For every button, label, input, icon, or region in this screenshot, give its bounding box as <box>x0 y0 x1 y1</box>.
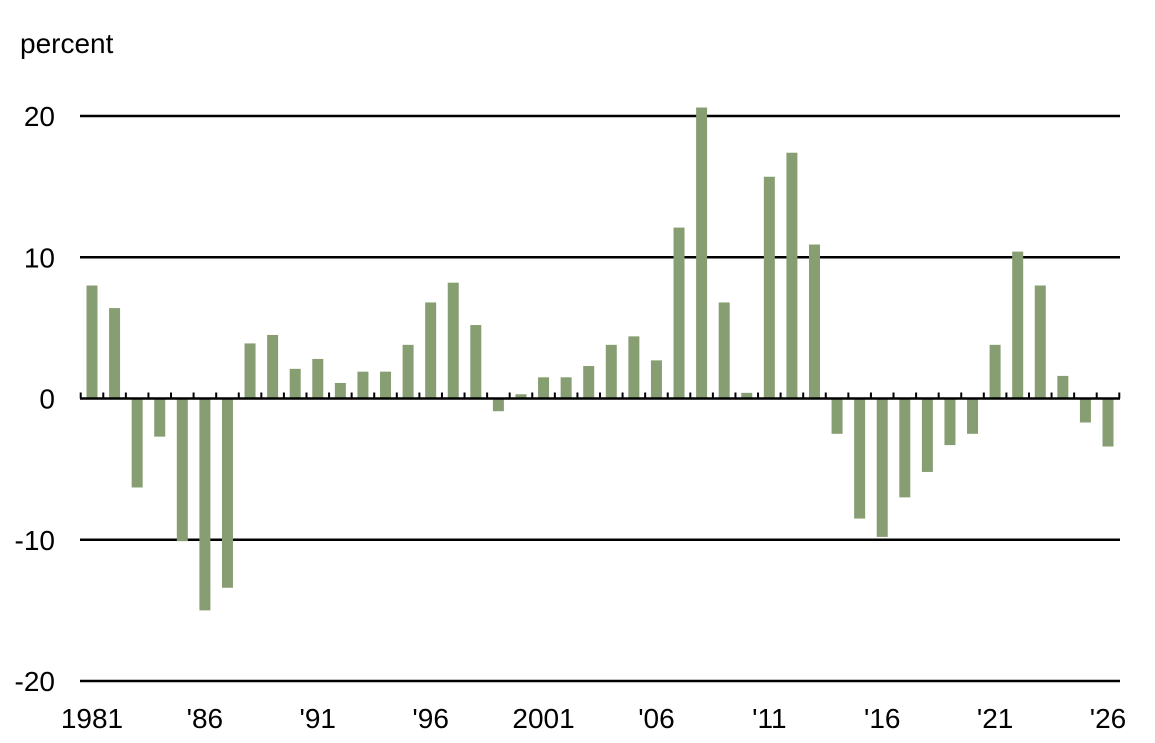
bar-1991 <box>312 358 324 399</box>
bar-1990 <box>289 368 301 399</box>
bar-1989 <box>267 334 279 399</box>
bar-1999 <box>492 398 504 412</box>
bar-1985 <box>176 398 188 542</box>
y-axis-unit-label: percent <box>20 28 114 59</box>
x-tick-label-2006: '06 <box>638 703 675 734</box>
bar-2023 <box>1034 285 1046 399</box>
bar-1995 <box>402 344 414 399</box>
bar-2020 <box>967 398 979 434</box>
bar-1998 <box>470 325 482 399</box>
y-tick-label: 10 <box>24 242 55 273</box>
y-tick-label: 20 <box>24 101 55 132</box>
bar-2004 <box>605 344 617 399</box>
bar-1988 <box>244 343 256 399</box>
bar-2001 <box>538 377 550 399</box>
bar-2019 <box>944 398 956 446</box>
bar-2007 <box>673 227 685 399</box>
bar-2014 <box>831 398 843 434</box>
x-tick-label-2021: '21 <box>977 703 1014 734</box>
bar-2017 <box>899 398 911 498</box>
bar-2008 <box>696 107 708 399</box>
bar-2015 <box>854 398 866 519</box>
y-tick-label: 0 <box>39 384 55 415</box>
bar-2011 <box>763 176 775 399</box>
bar-2012 <box>786 152 798 399</box>
bar-2013 <box>808 244 820 399</box>
bar-1996 <box>425 302 437 399</box>
bar-1981 <box>86 285 98 399</box>
x-tick-label-2001: 2001 <box>512 703 574 734</box>
bar-2003 <box>583 366 595 399</box>
bar-1993 <box>357 371 369 399</box>
bar-1994 <box>380 371 392 399</box>
bar-2016 <box>876 398 888 537</box>
bar-2002 <box>560 377 572 399</box>
bar-2000 <box>515 394 527 399</box>
bar-1987 <box>221 398 233 588</box>
x-tick-label-2026: '26 <box>1090 703 1127 734</box>
x-tick-label-1996: '96 <box>412 703 449 734</box>
y-tick-label: -10 <box>15 525 55 556</box>
bar-1984 <box>154 398 166 437</box>
bar-2009 <box>718 302 730 399</box>
x-tick-label-2016: '16 <box>864 703 901 734</box>
x-tick-label-1991: '91 <box>300 703 337 734</box>
bar-1982 <box>109 308 121 399</box>
bar-2026 <box>1102 398 1114 447</box>
y-tick-label: -20 <box>15 666 55 697</box>
bar-2021 <box>989 344 1001 399</box>
bar-1986 <box>199 398 211 611</box>
bar-1992 <box>334 382 346 399</box>
bar-2025 <box>1079 398 1091 423</box>
bar-1997 <box>447 282 459 399</box>
bar-2006 <box>650 360 662 399</box>
bar-2005 <box>628 336 640 399</box>
bar-2018 <box>921 398 933 472</box>
x-tick-label-1981: 1981 <box>61 703 123 734</box>
bar-1983 <box>131 398 143 488</box>
x-tick-label-2011: '11 <box>752 703 786 734</box>
bar-2022 <box>1012 251 1024 399</box>
bar-2010 <box>741 392 753 399</box>
bar-2024 <box>1057 375 1069 399</box>
x-tick-label-1986: '86 <box>187 703 224 734</box>
